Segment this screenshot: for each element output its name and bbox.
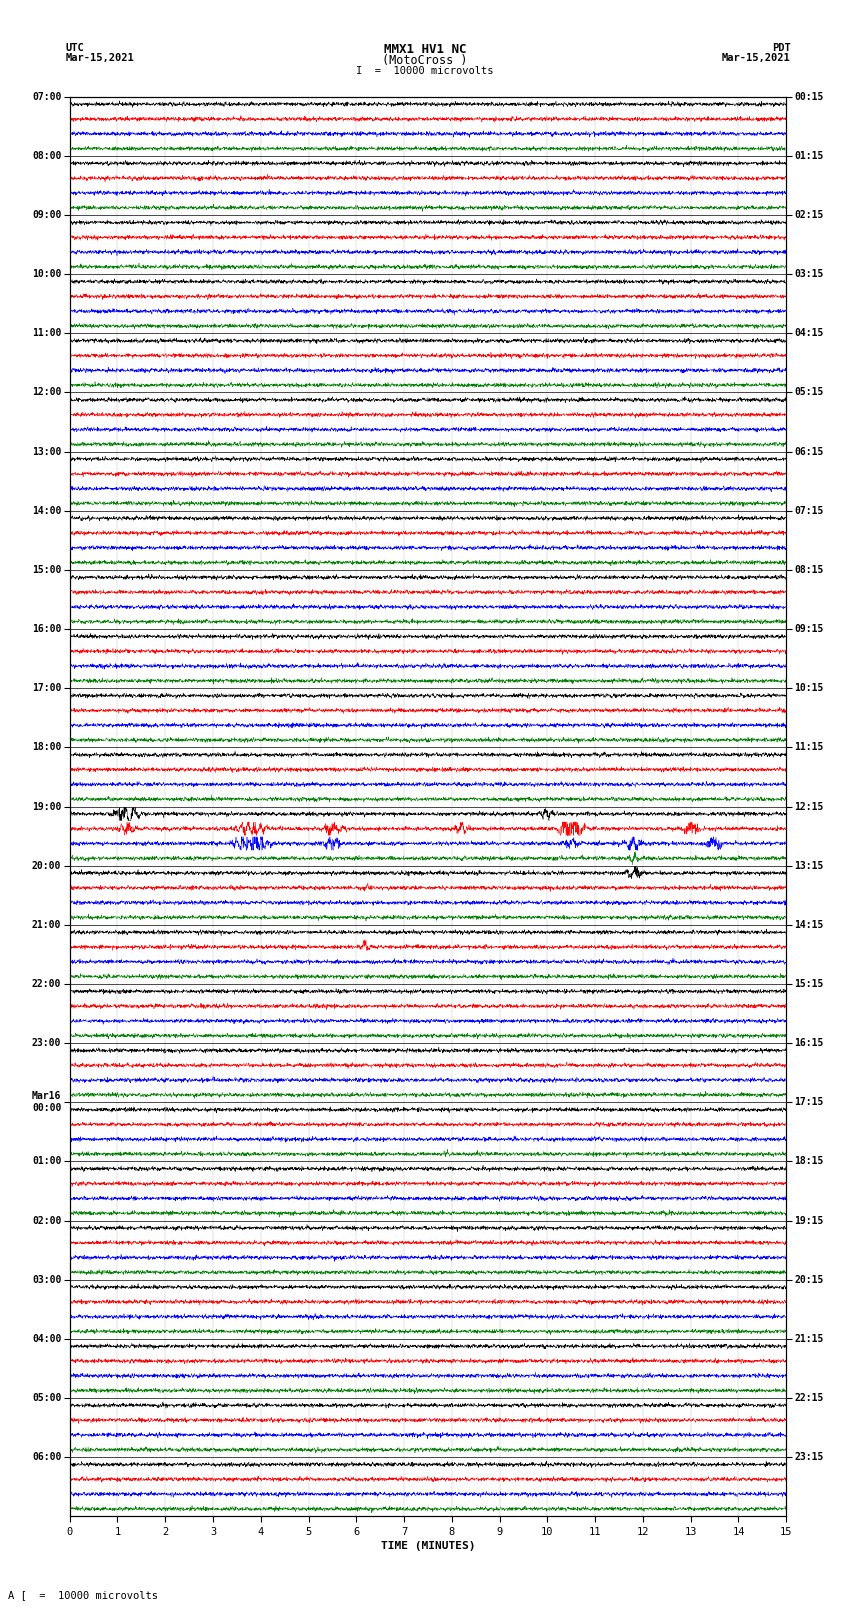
Text: (MotoCross ): (MotoCross ) — [382, 53, 468, 68]
Text: MMX1 HV1 NC: MMX1 HV1 NC — [383, 44, 467, 56]
Text: I  =  10000 microvolts: I = 10000 microvolts — [356, 66, 494, 76]
Text: Mar-15,2021: Mar-15,2021 — [65, 53, 134, 63]
X-axis label: TIME (MINUTES): TIME (MINUTES) — [381, 1540, 475, 1550]
Text: A [  =  10000 microvolts: A [ = 10000 microvolts — [8, 1590, 158, 1600]
Text: UTC: UTC — [65, 44, 84, 53]
Text: Mar-15,2021: Mar-15,2021 — [722, 53, 790, 63]
Text: PDT: PDT — [772, 44, 791, 53]
